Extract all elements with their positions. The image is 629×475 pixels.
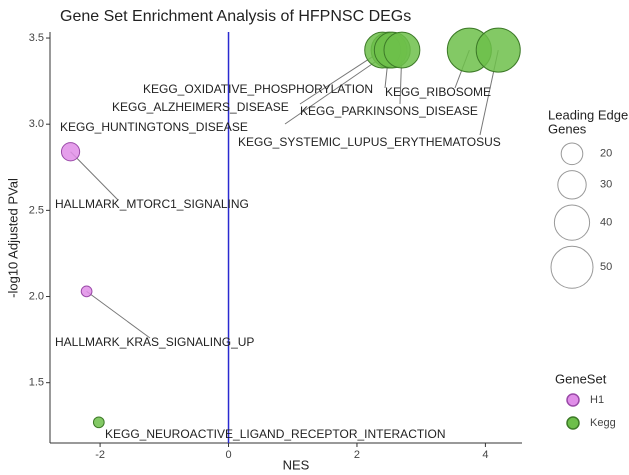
size-legend-label: 40 (600, 217, 612, 229)
y-tick-label: 3.5 (29, 32, 44, 44)
bubble (383, 31, 421, 69)
x-tick-label: 2 (354, 449, 360, 461)
x-tick-label: -2 (95, 449, 105, 461)
color-legend-label: Kegg (590, 417, 616, 429)
bubble (92, 416, 105, 429)
color-legend-title: GeneSet (555, 371, 607, 386)
size-legend-label: 30 (600, 179, 612, 191)
y-axis-label: -log10 Adjusted PVal (5, 178, 20, 298)
color-legend-label: H1 (590, 394, 604, 406)
point-label: KEGG_PARKINSONS_DISEASE (300, 104, 478, 118)
point-label: HALLMARK_MTORC1_SIGNALING (55, 197, 249, 211)
bubble (80, 285, 93, 298)
size-legend-title: Genes (548, 121, 587, 136)
size-legend-key (553, 204, 591, 241)
size-legend-key (560, 142, 584, 166)
chart-title: Gene Set Enrichment Analysis of HFPNSC D… (60, 8, 411, 25)
y-tick-label: 2.5 (29, 204, 44, 216)
y-tick-label: 3.0 (29, 118, 44, 130)
point-label: KEGG_NEUROACTIVE_LIGAND_RECEPTOR_INTERAC… (105, 427, 446, 441)
y-tick-label: 1.5 (29, 377, 44, 389)
y-tick-label: 2.0 (29, 290, 44, 302)
x-tick-label: 4 (482, 449, 488, 461)
label-leader (70, 151, 119, 201)
size-legend-label: 20 (600, 148, 612, 160)
size-legend-label: 50 (600, 261, 612, 273)
point-label: HALLMARK_KRAS_SIGNALING_UP (55, 335, 254, 349)
bubble (475, 27, 521, 73)
label-leader (86, 290, 151, 339)
x-axis-label: NES (283, 457, 310, 472)
x-tick-label: 0 (225, 449, 231, 461)
color-legend-key (566, 393, 580, 407)
size-legend-key (550, 245, 594, 289)
point-label: KEGG_RIBOSOME (385, 85, 491, 99)
color-legend-key (566, 416, 580, 430)
point-label: KEGG_OXIDATIVE_PHOSPHORYLATION (143, 82, 373, 96)
point-label: KEGG_SYSTEMIC_LUPUS_ERYTHEMATOSUS (238, 135, 501, 149)
point-label: KEGG_ALZHEIMERS_DISEASE (112, 100, 289, 114)
point-label: KEGG_HUNTINGTONS_DISEASE (60, 120, 248, 134)
bubble (60, 142, 81, 162)
size-legend-key (557, 170, 587, 200)
size-legend-title: Leading Edge (548, 107, 628, 122)
